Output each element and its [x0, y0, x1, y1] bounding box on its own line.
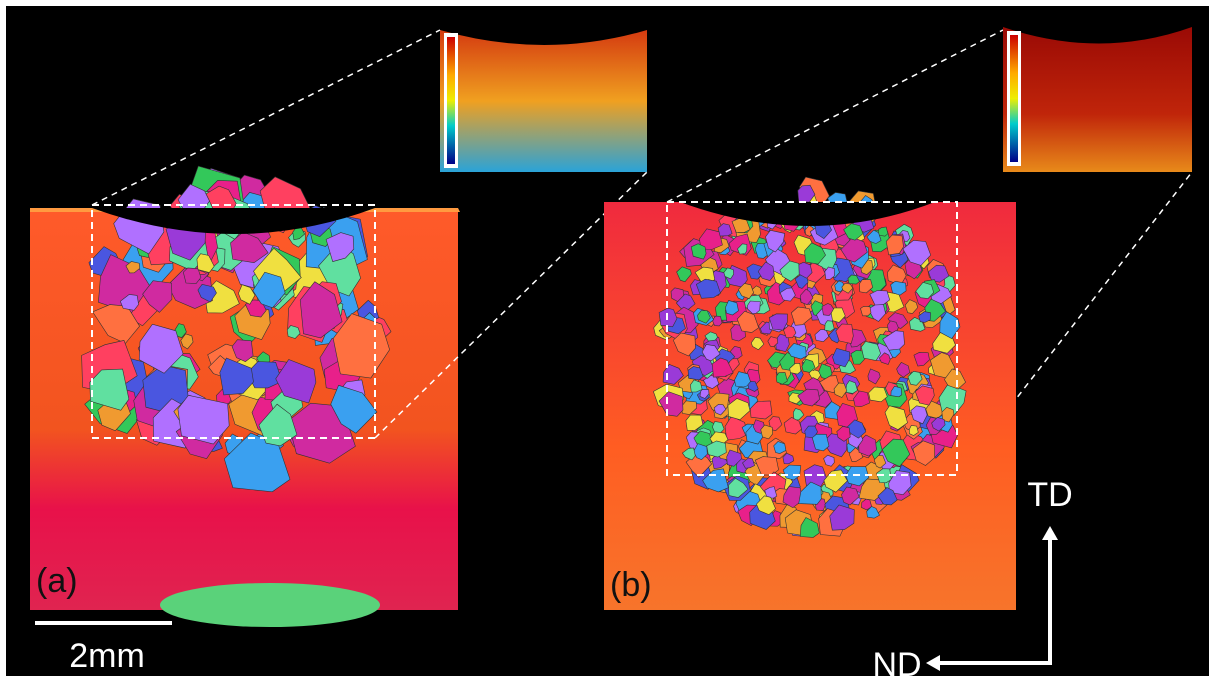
colorbar	[447, 37, 455, 164]
panel-label: (a)	[36, 562, 78, 600]
page: (a) (b) 2mm TD ND (() => { const data = …	[0, 0, 1215, 682]
grain	[861, 306, 872, 316]
scale-label: 2mm	[69, 637, 145, 675]
kam-map-a	[440, 30, 647, 172]
axis-nd: ND	[872, 646, 921, 682]
axis-td: TD	[1027, 476, 1072, 514]
figure: (a) (b) 2mm TD ND	[0, 0, 1215, 682]
grain	[160, 583, 380, 627]
grain	[825, 321, 835, 332]
grain	[659, 308, 677, 327]
panel-label: (b)	[610, 566, 652, 604]
colorbar	[1010, 35, 1018, 162]
grain	[183, 268, 201, 284]
kam-map-b	[1003, 27, 1192, 172]
